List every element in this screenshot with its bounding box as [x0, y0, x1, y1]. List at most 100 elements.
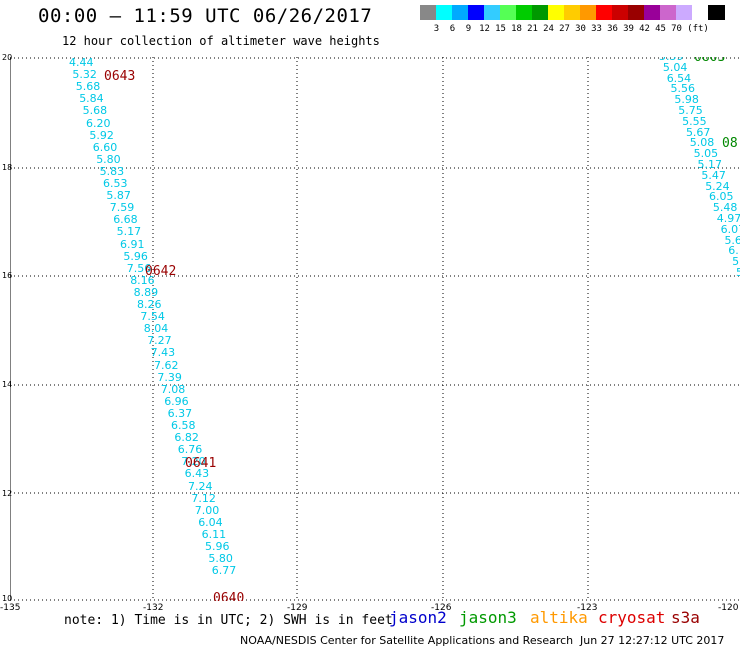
pass-id-label: 0641: [185, 456, 217, 471]
swh-value: 7.27: [147, 334, 172, 348]
pass-id-label: 0803: [694, 57, 726, 65]
legend-swatch: [612, 5, 629, 20]
longitude-label: -135: [0, 603, 21, 613]
swh-value: 5.96: [205, 540, 230, 553]
legend-label: 24: [543, 24, 554, 34]
swh-value: 5.83: [99, 164, 125, 178]
legend-swatch: [420, 5, 437, 20]
swh-value: 5.55: [682, 114, 707, 128]
satellite-name: cryosat: [598, 608, 666, 627]
longitude-label: -120: [718, 603, 739, 613]
legend-label: 9: [465, 24, 472, 34]
swh-value: 7.56: [126, 261, 152, 275]
legend-label: 30: [575, 24, 586, 34]
swh-value: 7.54: [140, 310, 165, 324]
legend-swatch: [676, 5, 693, 20]
swh-value: 7.43: [150, 346, 176, 360]
legend-label: 42: [639, 24, 650, 34]
legend-label: 27: [559, 24, 570, 34]
satellite-name: s3a: [671, 608, 700, 627]
swh-value: 8.89: [133, 285, 159, 299]
map-title: 00:00 – 11:59 UTC 06/26/2017: [38, 5, 373, 27]
pass-id-label: 0642: [145, 264, 177, 279]
swh-value: 5.84: [79, 92, 104, 106]
pass-id-label: 08: [722, 136, 738, 151]
latitude-label: 10: [2, 594, 13, 603]
swh-value: 6.54: [666, 71, 692, 85]
swh-value: 5.24: [705, 179, 730, 193]
longitude-label: -129: [287, 603, 308, 613]
legend-swatch: [484, 5, 501, 20]
grid-lines: [10, 57, 740, 601]
swh-value: 6.05: [709, 190, 734, 204]
swh-value: 5.80: [96, 152, 121, 166]
legend-label: 33: [591, 24, 602, 34]
legend-swatch: [516, 5, 533, 20]
swh-value: 5.04: [662, 60, 688, 74]
swh-value: 7.39: [157, 370, 182, 384]
latitude-label: 20: [2, 53, 13, 62]
generation-timestamp: Jun 27 12:27:12 UTC 2017: [580, 634, 725, 647]
swh-value: 6.60: [92, 140, 118, 154]
swh-value: 5.6: [724, 233, 740, 247]
swh-value: 7.08: [160, 382, 186, 396]
legend-swatch: [628, 5, 645, 20]
swh-value: 6.53: [103, 177, 128, 190]
legend-label: 3: [433, 24, 440, 34]
legend-swatch: [644, 5, 661, 20]
legend-swatch: [500, 5, 517, 20]
latitude-label: 12: [2, 489, 13, 498]
satellite-name: jason2: [389, 608, 447, 627]
swh-value: 6.43: [184, 467, 210, 481]
swh-value: 5.67: [685, 125, 711, 139]
swh-value: 5.68: [75, 80, 101, 94]
legend-swatch: [596, 5, 613, 20]
swh-value: 5.32: [72, 68, 97, 82]
legend-label: 6: [449, 24, 456, 34]
swh-value: 6.: [728, 244, 739, 258]
swh-value: 5: [732, 255, 740, 269]
swh-value: 6.76: [177, 443, 203, 457]
swh-value: 7.24: [188, 479, 213, 493]
legend-label: 18: [511, 24, 522, 34]
swh-value: 6.58: [171, 419, 196, 432]
legend-swatch: [708, 5, 725, 20]
legend-swatch: [468, 5, 485, 20]
legend-swatch: [548, 5, 565, 20]
swh-value: 6.20: [86, 116, 111, 130]
swh-value: 6.37: [167, 406, 193, 420]
legend-label: 36: [607, 24, 618, 34]
swh-value: 5.05: [693, 147, 719, 161]
satellite-name: jason3: [459, 608, 517, 627]
swh-value: 8.26: [137, 298, 162, 311]
swh-value: 6.82: [174, 431, 199, 445]
swh-value: 4.97: [716, 212, 740, 225]
swh-value: 6.91: [120, 237, 145, 251]
swh-value: 7.62: [154, 358, 179, 372]
legend-swatch: [436, 5, 453, 20]
legend-label: 12: [479, 24, 490, 34]
longitude-label: -123: [577, 603, 598, 613]
swh-value: 5.80: [208, 552, 233, 566]
legend-swatch: [580, 5, 597, 20]
credit-line: NOAA/NESDIS Center for Satellite Applica…: [240, 634, 574, 647]
swh-value: 5.98: [674, 93, 699, 107]
legend-swatch: [532, 5, 549, 20]
swh-value: 6.68: [113, 213, 138, 227]
pass-id-label: 0643: [104, 69, 136, 84]
legend-swatch: [452, 5, 469, 20]
pass-id-label: 0640: [213, 591, 245, 601]
map-subtitle: 12 hour collection of altimeter wave hei…: [62, 34, 380, 48]
swh-value: 8.04: [143, 322, 169, 336]
latitude-label: 14: [2, 380, 13, 389]
legend-swatch: [564, 5, 581, 20]
swh-value: 6.04: [198, 515, 223, 529]
legend-label: 39: [623, 24, 634, 34]
swh-value: 7.20: [181, 455, 206, 469]
longitude-label: -126: [431, 603, 452, 613]
swh-value: 7.00: [194, 503, 220, 517]
swh-value: 5.96: [123, 249, 148, 263]
swh-value: 5.08: [689, 136, 715, 150]
swh-value: 5.17: [697, 158, 723, 171]
swh-value: 6.77: [211, 564, 237, 578]
